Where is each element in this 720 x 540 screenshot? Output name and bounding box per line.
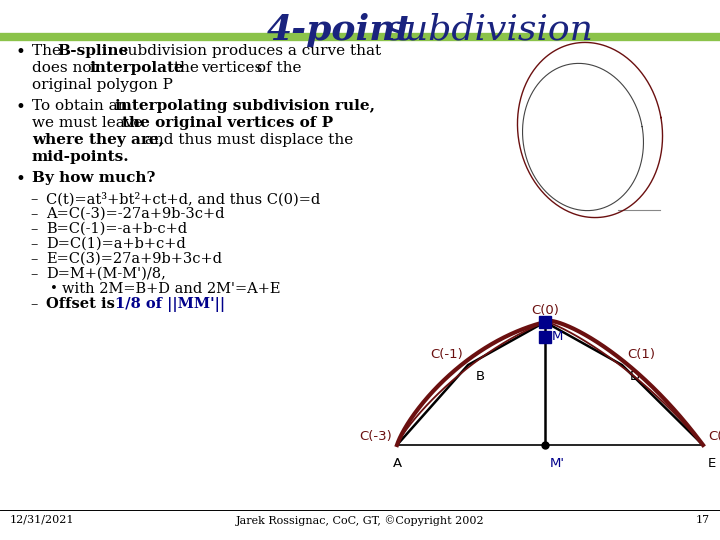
Text: does not: does not [32, 61, 102, 75]
Text: C(3): C(3) [708, 430, 720, 443]
Text: C(1): C(1) [627, 348, 655, 361]
Text: C(0): C(0) [531, 304, 559, 317]
Text: we must leave: we must leave [32, 116, 148, 130]
Text: subdivision produces a curve that: subdivision produces a curve that [115, 44, 382, 58]
Text: •: • [50, 282, 58, 295]
Text: mid-points.: mid-points. [32, 150, 130, 164]
Text: 1/8 of ||MM'||: 1/8 of ||MM'|| [114, 297, 225, 312]
Text: of the: of the [252, 61, 302, 75]
Text: C(-3): C(-3) [359, 430, 392, 443]
Text: –: – [30, 222, 37, 236]
Text: the original vertices of P: the original vertices of P [122, 116, 333, 130]
Text: D: D [630, 370, 640, 383]
Text: –: – [30, 192, 37, 206]
Text: and thus must displace the: and thus must displace the [140, 133, 354, 147]
Text: M': M' [550, 457, 565, 470]
Text: Offset is: Offset is [46, 297, 120, 311]
Text: B=C(-1)=-a+b-c+d: B=C(-1)=-a+b-c+d [46, 222, 187, 236]
Text: interpolate: interpolate [89, 61, 184, 75]
Text: The: The [32, 44, 66, 58]
Text: –: – [30, 267, 37, 281]
Text: M: M [552, 330, 563, 343]
Text: C(-1): C(-1) [431, 348, 463, 361]
Text: –: – [30, 237, 37, 251]
Text: B-spline: B-spline [58, 44, 129, 58]
Text: A: A [392, 457, 402, 470]
Text: –: – [30, 207, 37, 221]
Text: D=M+(M-M')/8,: D=M+(M-M')/8, [46, 267, 166, 281]
Text: B: B [476, 370, 485, 383]
Text: 4-point: 4-point [267, 13, 413, 47]
Text: C(t)=at³+bt²+ct+d, and thus C(0)=d: C(t)=at³+bt²+ct+d, and thus C(0)=d [46, 192, 320, 206]
Text: Jarek Rossignac, CoC, GT, ©Copyright 2002: Jarek Rossignac, CoC, GT, ©Copyright 200… [235, 515, 485, 526]
Text: where they are,: where they are, [32, 133, 164, 147]
Text: •: • [15, 44, 25, 61]
Text: subdivision: subdivision [375, 13, 593, 47]
Text: –: – [30, 297, 37, 311]
Text: the: the [168, 61, 204, 75]
Text: with 2M=B+D and 2M'=A+E: with 2M=B+D and 2M'=A+E [62, 282, 281, 296]
Text: vertices: vertices [201, 61, 262, 75]
Text: E: E [708, 457, 716, 470]
Text: 17: 17 [696, 515, 710, 525]
Text: 12/31/2021: 12/31/2021 [10, 515, 74, 525]
Text: A=C(-3)=-27a+9b-3c+d: A=C(-3)=-27a+9b-3c+d [46, 207, 225, 221]
Text: To obtain an: To obtain an [32, 99, 132, 113]
Text: interpolating subdivision rule,: interpolating subdivision rule, [115, 99, 375, 113]
Text: •: • [15, 99, 25, 116]
Text: original polygon P: original polygon P [32, 78, 173, 92]
Text: By how much?: By how much? [32, 171, 156, 185]
Text: •: • [15, 171, 25, 188]
Text: E=C(3)=27a+9b+3c+d: E=C(3)=27a+9b+3c+d [46, 252, 222, 266]
Text: D=C(1)=a+b+c+d: D=C(1)=a+b+c+d [46, 237, 186, 251]
Text: –: – [30, 252, 37, 266]
